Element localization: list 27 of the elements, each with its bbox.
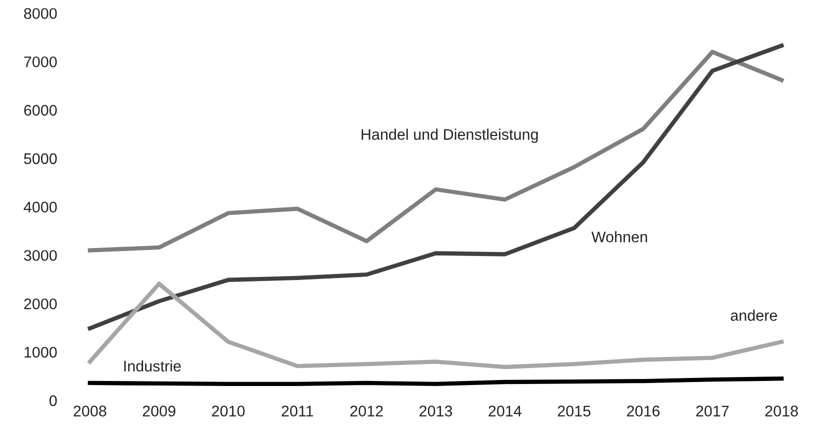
line-series: [88, 282, 784, 370]
x-tick-label: 2013: [420, 406, 452, 416]
x-tick-label: 2012: [350, 406, 383, 416]
x-tick-label: 2014: [488, 406, 522, 416]
y-tick-label: 2000: [24, 298, 57, 310]
x-tick-label: 2015: [558, 406, 590, 416]
x-tick-label: 2009: [142, 406, 176, 416]
y-tick-label: 7000: [24, 56, 57, 68]
x-tick-label: 2011: [282, 406, 314, 416]
series-label: Wohnen: [591, 231, 648, 242]
y-tick-label: 1000: [24, 346, 57, 358]
y-tick-label: 8000: [24, 8, 57, 19]
x-tick-label: 2010: [212, 406, 245, 416]
y-tick-label: 0: [49, 395, 57, 406]
y-tick-label: 5000: [24, 153, 57, 164]
x-tick-label: 2008: [74, 406, 106, 416]
x-tick-label: 2016: [627, 406, 660, 416]
x-tick-label: 2017: [696, 406, 729, 416]
series-label: Industrie: [124, 360, 181, 372]
series-label: andere: [730, 310, 778, 321]
line-series: [88, 50, 784, 252]
x-tick-label: 2018: [765, 406, 798, 416]
text: Handel und Dienstleistung: [362, 128, 538, 143]
line-series: [88, 44, 784, 330]
y-tick-label: 6000: [24, 104, 57, 116]
y-tick-label: 4000: [24, 202, 57, 212]
y-tick-label: 3000: [24, 250, 57, 261]
